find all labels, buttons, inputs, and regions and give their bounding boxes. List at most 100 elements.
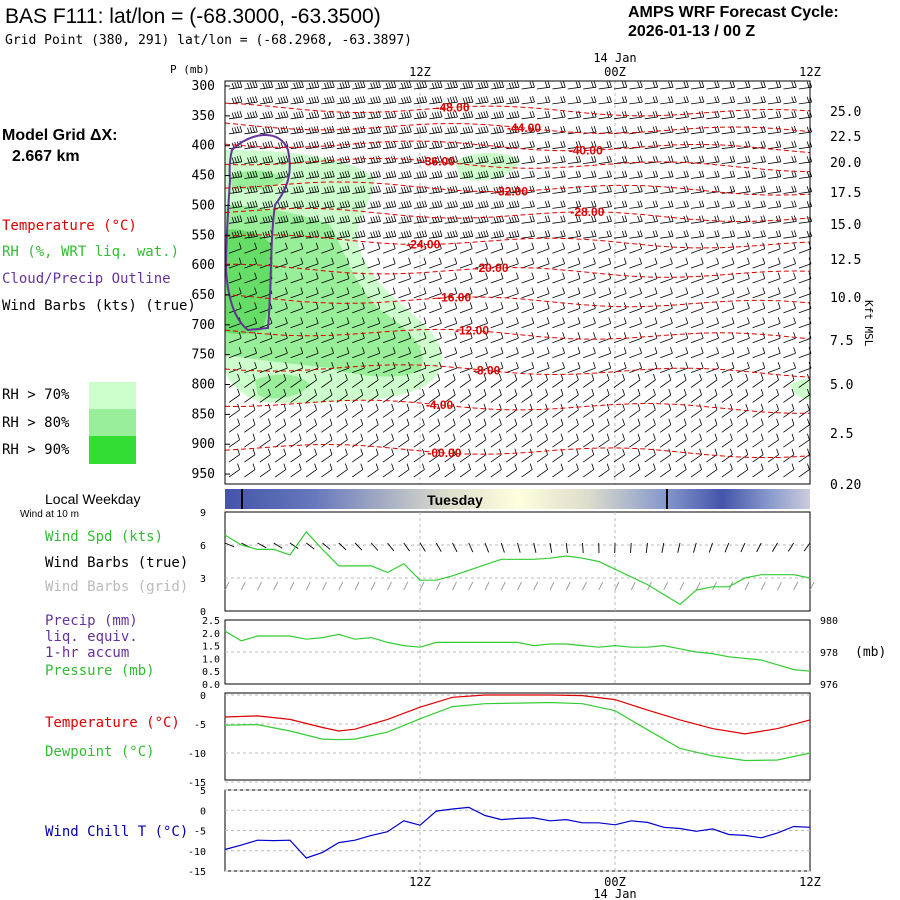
wind-barb — [428, 388, 441, 403]
cloud-precip-outline — [224, 134, 291, 332]
wind-barb — [228, 125, 243, 135]
kft-tick-label: 5.0 — [830, 378, 853, 393]
kft-tick-label: 0.20 — [830, 478, 861, 493]
wind-barb — [367, 433, 379, 448]
wind-barb — [598, 272, 612, 284]
wind-barb — [275, 347, 288, 359]
wind-barb — [490, 242, 504, 254]
wind-barb — [413, 170, 428, 179]
wind-barb — [598, 230, 612, 239]
wind-barb — [521, 125, 535, 135]
wind-barb — [244, 155, 258, 164]
legend-rh: RH (%, WRT liq. wat.) — [2, 244, 180, 260]
wind-barb — [675, 185, 689, 194]
wind-barb — [305, 230, 320, 239]
wind-barb — [521, 302, 535, 314]
wind-barb — [490, 140, 505, 150]
wind-barb — [736, 433, 749, 448]
wind-barb — [583, 332, 596, 344]
wind-barb — [428, 448, 441, 463]
wind-barb — [629, 433, 641, 448]
wind-barb — [506, 185, 520, 194]
wind-barb — [367, 125, 381, 135]
wind-barb — [690, 257, 704, 269]
wind-barb — [767, 215, 782, 224]
top-time-label: 00Z — [604, 65, 626, 79]
wind-barb — [367, 302, 381, 314]
wind-barb — [321, 287, 334, 299]
wind-barb — [351, 388, 364, 403]
wind-barb — [613, 230, 628, 239]
wind-barb — [367, 287, 381, 299]
wind-barb — [644, 257, 658, 269]
rh-swatch-90 — [89, 436, 136, 464]
wind-barb — [721, 215, 736, 224]
wind-barb — [644, 215, 659, 224]
wind-barb — [783, 230, 797, 239]
wind-barb — [737, 257, 750, 269]
wind-barb-grid — [565, 581, 571, 591]
wind-barb — [660, 110, 674, 120]
wind-barb — [274, 433, 287, 448]
wind-barb-true — [305, 542, 315, 550]
pressure-tick-label: 800 — [192, 378, 215, 393]
wind-barb — [706, 403, 718, 418]
isotherm-label: -00.00 — [427, 446, 461, 460]
wind-barb — [536, 373, 548, 388]
wind-barb — [244, 317, 257, 329]
wind-barb — [783, 448, 795, 463]
wind-barb — [367, 463, 379, 478]
wind-barb — [428, 373, 441, 388]
wind-barb — [352, 140, 366, 150]
rh-legend-90: RH > 90% — [2, 442, 70, 458]
precip-tick-label: 1.0 — [202, 654, 220, 665]
wind-barb — [444, 215, 458, 224]
wind-barb — [244, 302, 257, 314]
wind-barb — [521, 317, 535, 329]
wind-tick-label: 0 — [200, 607, 206, 618]
wind-barb — [767, 403, 779, 418]
wind-barb — [351, 403, 364, 418]
wind-barb — [675, 361, 689, 373]
wind-barb — [552, 272, 565, 284]
wind-barb — [413, 242, 427, 254]
wind-barb — [305, 403, 317, 418]
wind-barb — [629, 257, 642, 269]
wind-barb — [660, 140, 674, 150]
wind-barb — [352, 95, 366, 105]
wind-barb-true — [289, 542, 299, 550]
wind-barb — [290, 81, 304, 90]
wind-barb — [552, 347, 565, 359]
wind-barb — [767, 81, 782, 90]
wind-barb — [598, 317, 612, 329]
wind-barb — [459, 140, 474, 150]
wind-barb — [706, 257, 719, 269]
wind-barb — [413, 373, 425, 388]
wind-barb — [598, 287, 612, 299]
isotherm-line — [224, 157, 811, 173]
wind-barb — [429, 155, 443, 164]
wind-barb — [459, 388, 471, 403]
isotherm-label: -20.00 — [474, 261, 508, 275]
wind-barb — [736, 418, 749, 433]
wind-barb — [352, 125, 366, 135]
wind-barb — [706, 95, 720, 105]
wind-barb — [259, 347, 273, 359]
wind-barb — [521, 230, 535, 239]
wind-barb — [413, 302, 427, 314]
wind-barb — [444, 110, 458, 120]
wind-barb — [675, 403, 687, 418]
wind-barb — [429, 332, 442, 344]
wind-barb — [290, 185, 304, 194]
wind-barb — [521, 373, 533, 388]
isotherm-line — [224, 294, 811, 308]
wind-barb — [305, 140, 320, 150]
wind-barb — [506, 230, 520, 239]
wind-barb-grid — [387, 581, 392, 591]
wind-barb — [521, 200, 535, 209]
wind-barb — [475, 125, 489, 135]
wind-barb — [536, 347, 550, 359]
wind-barb — [429, 302, 442, 314]
wind-barb — [367, 110, 381, 120]
